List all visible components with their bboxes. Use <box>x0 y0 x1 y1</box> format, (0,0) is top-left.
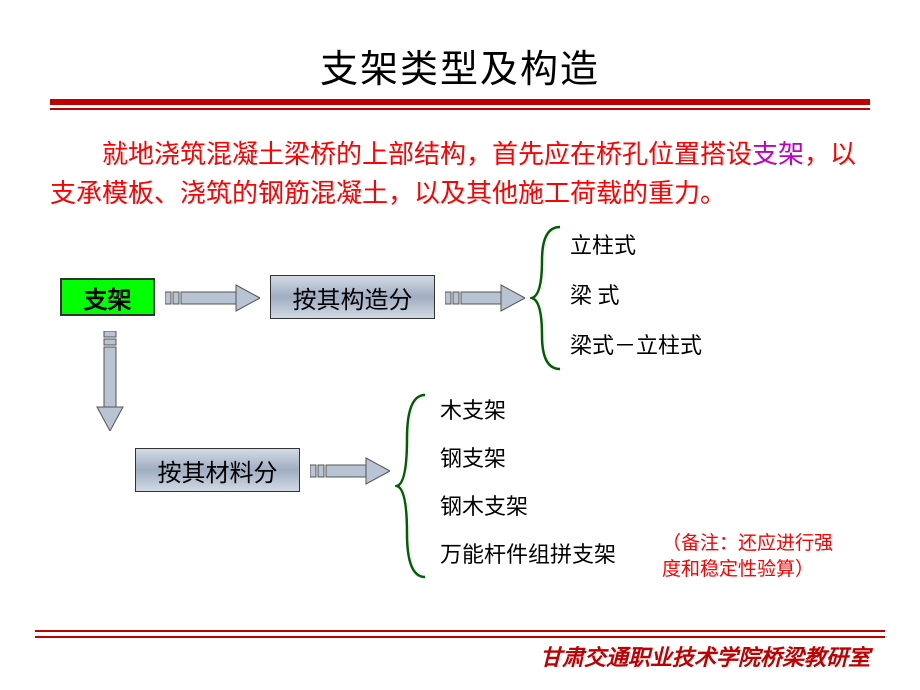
footer-credit: 甘肃交通职业技术学院桥梁教研室 <box>540 640 870 672</box>
structure-item: 梁式－立柱式 <box>570 328 702 360</box>
arrow-icon <box>165 283 260 313</box>
brace-icon <box>530 223 565 373</box>
arrow-icon <box>445 283 525 313</box>
arrow-icon <box>95 331 125 431</box>
brace-icon <box>395 391 430 581</box>
material-item: 万能杆件组拼支架 <box>440 537 616 569</box>
arrow-icon <box>310 456 390 486</box>
material-item: 木支架 <box>440 393 506 425</box>
structure-item: 梁 式 <box>570 278 620 310</box>
footnote-l2: 度和稳定性验算） <box>662 559 814 580</box>
node-by-structure: 按其构造分 <box>270 275 435 319</box>
footer-rule <box>35 630 885 632</box>
title-underline <box>50 99 870 105</box>
footer-rule <box>35 636 885 638</box>
slide-root: 支架类型及构造 就地浇筑混凝土梁桥的上部结构，首先应在桥孔位置搭设支架，以支承模… <box>0 0 920 690</box>
footnote: （备注：还应进行强 度和稳定性验算） <box>662 531 833 582</box>
intro-paragraph: 就地浇筑混凝土梁桥的上部结构，首先应在桥孔位置搭设支架，以支承模板、浇筑的钢筋混… <box>50 135 870 213</box>
node-by-material: 按其材料分 <box>135 448 300 492</box>
page-title: 支架类型及构造 <box>50 38 870 93</box>
material-item: 钢支架 <box>440 441 506 473</box>
flowchart: 支架 按其构造分 按其材料分 立柱式 梁 式 梁式－立柱式 木支架 钢支架 钢木… <box>50 223 870 583</box>
footnote-l1: （备注：还应进行强 <box>662 533 833 554</box>
para-pre: 就地浇筑混凝土梁桥的上部结构，首先应在桥孔位置搭设 <box>102 140 752 169</box>
node-root: 支架 <box>60 278 155 316</box>
para-keyword: 支架 <box>752 140 804 169</box>
structure-item: 立柱式 <box>570 228 636 260</box>
material-item: 钢木支架 <box>440 489 528 521</box>
